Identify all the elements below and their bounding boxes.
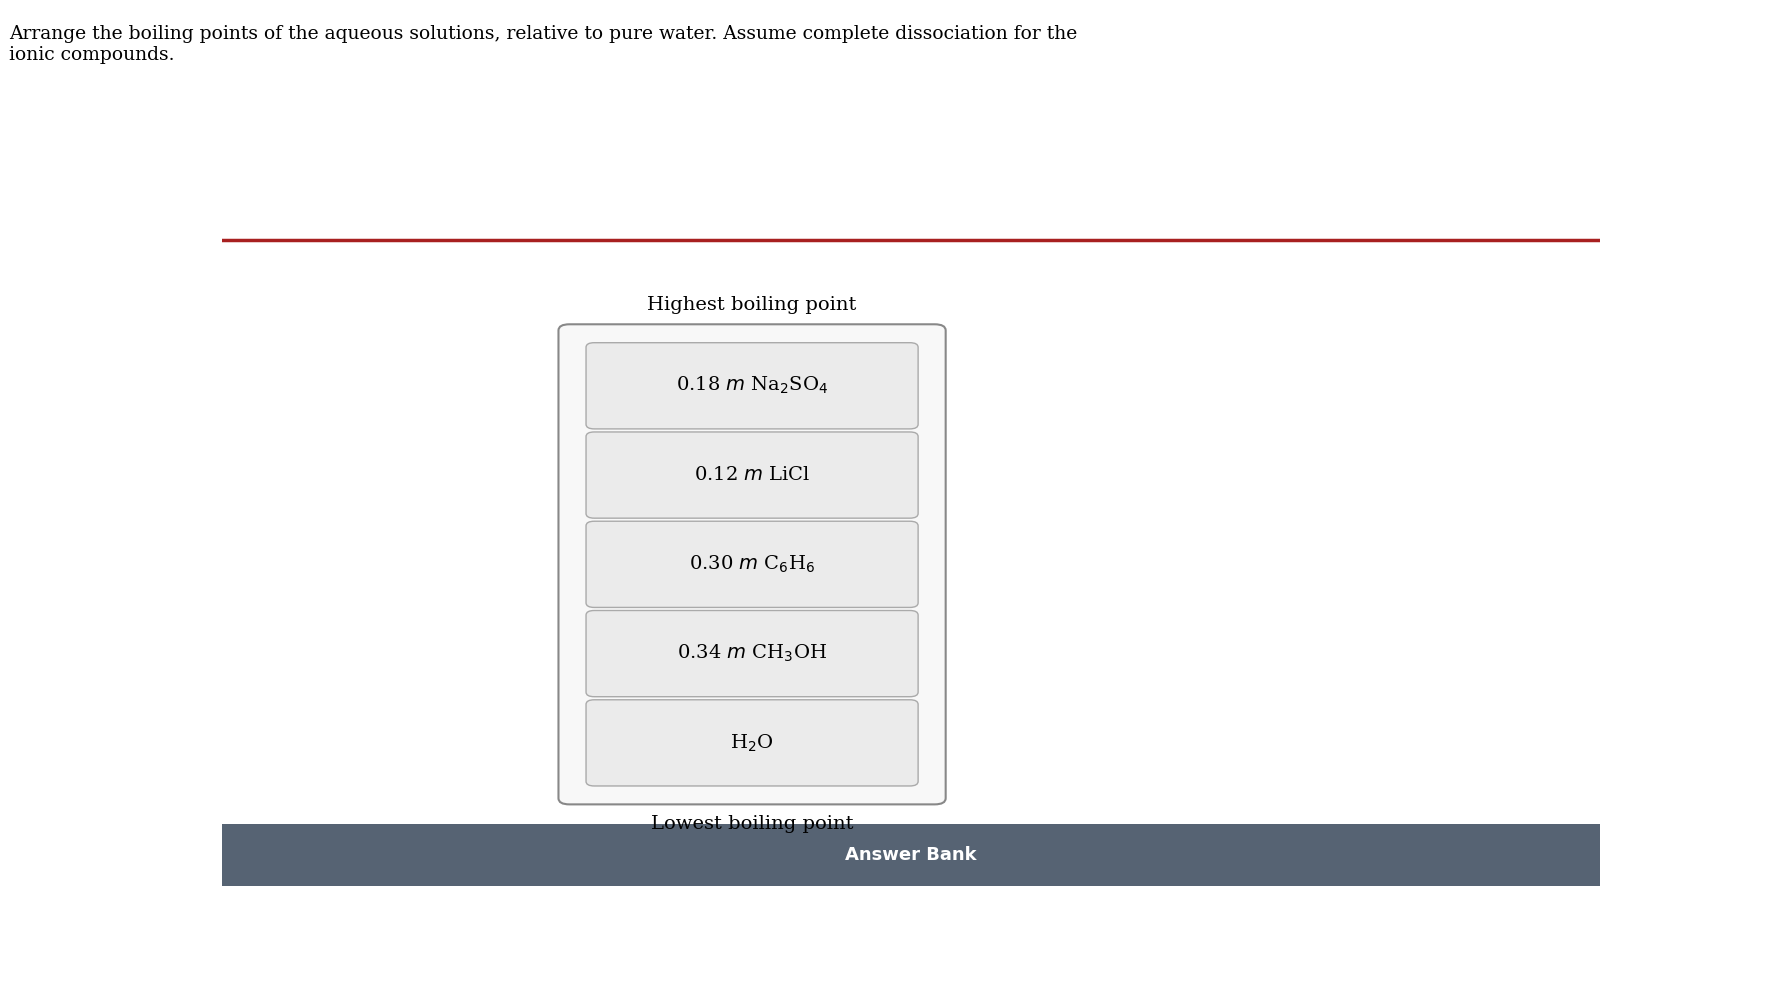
FancyBboxPatch shape [587,343,917,429]
FancyBboxPatch shape [587,611,917,697]
Text: Lowest boiling point: Lowest boiling point [651,815,853,833]
Text: 0.18 $m$ Na$_2$SO$_4$: 0.18 $m$ Na$_2$SO$_4$ [676,375,829,396]
FancyBboxPatch shape [222,824,1600,886]
Text: H$_2$O: H$_2$O [731,732,773,754]
Text: 0.30 $m$ C$_6$H$_6$: 0.30 $m$ C$_6$H$_6$ [690,554,814,575]
FancyBboxPatch shape [558,325,946,805]
FancyBboxPatch shape [587,521,917,608]
FancyBboxPatch shape [587,700,917,786]
Text: 0.34 $m$ CH$_3$OH: 0.34 $m$ CH$_3$OH [677,643,827,664]
Text: Highest boiling point: Highest boiling point [647,296,857,314]
Text: Answer Bank: Answer Bank [845,846,978,864]
Text: Arrange the boiling points of the aqueous solutions, relative to pure water. Ass: Arrange the boiling points of the aqueou… [9,25,1077,64]
FancyBboxPatch shape [587,432,917,518]
Text: 0.12 $m$ LiCl: 0.12 $m$ LiCl [693,466,811,484]
